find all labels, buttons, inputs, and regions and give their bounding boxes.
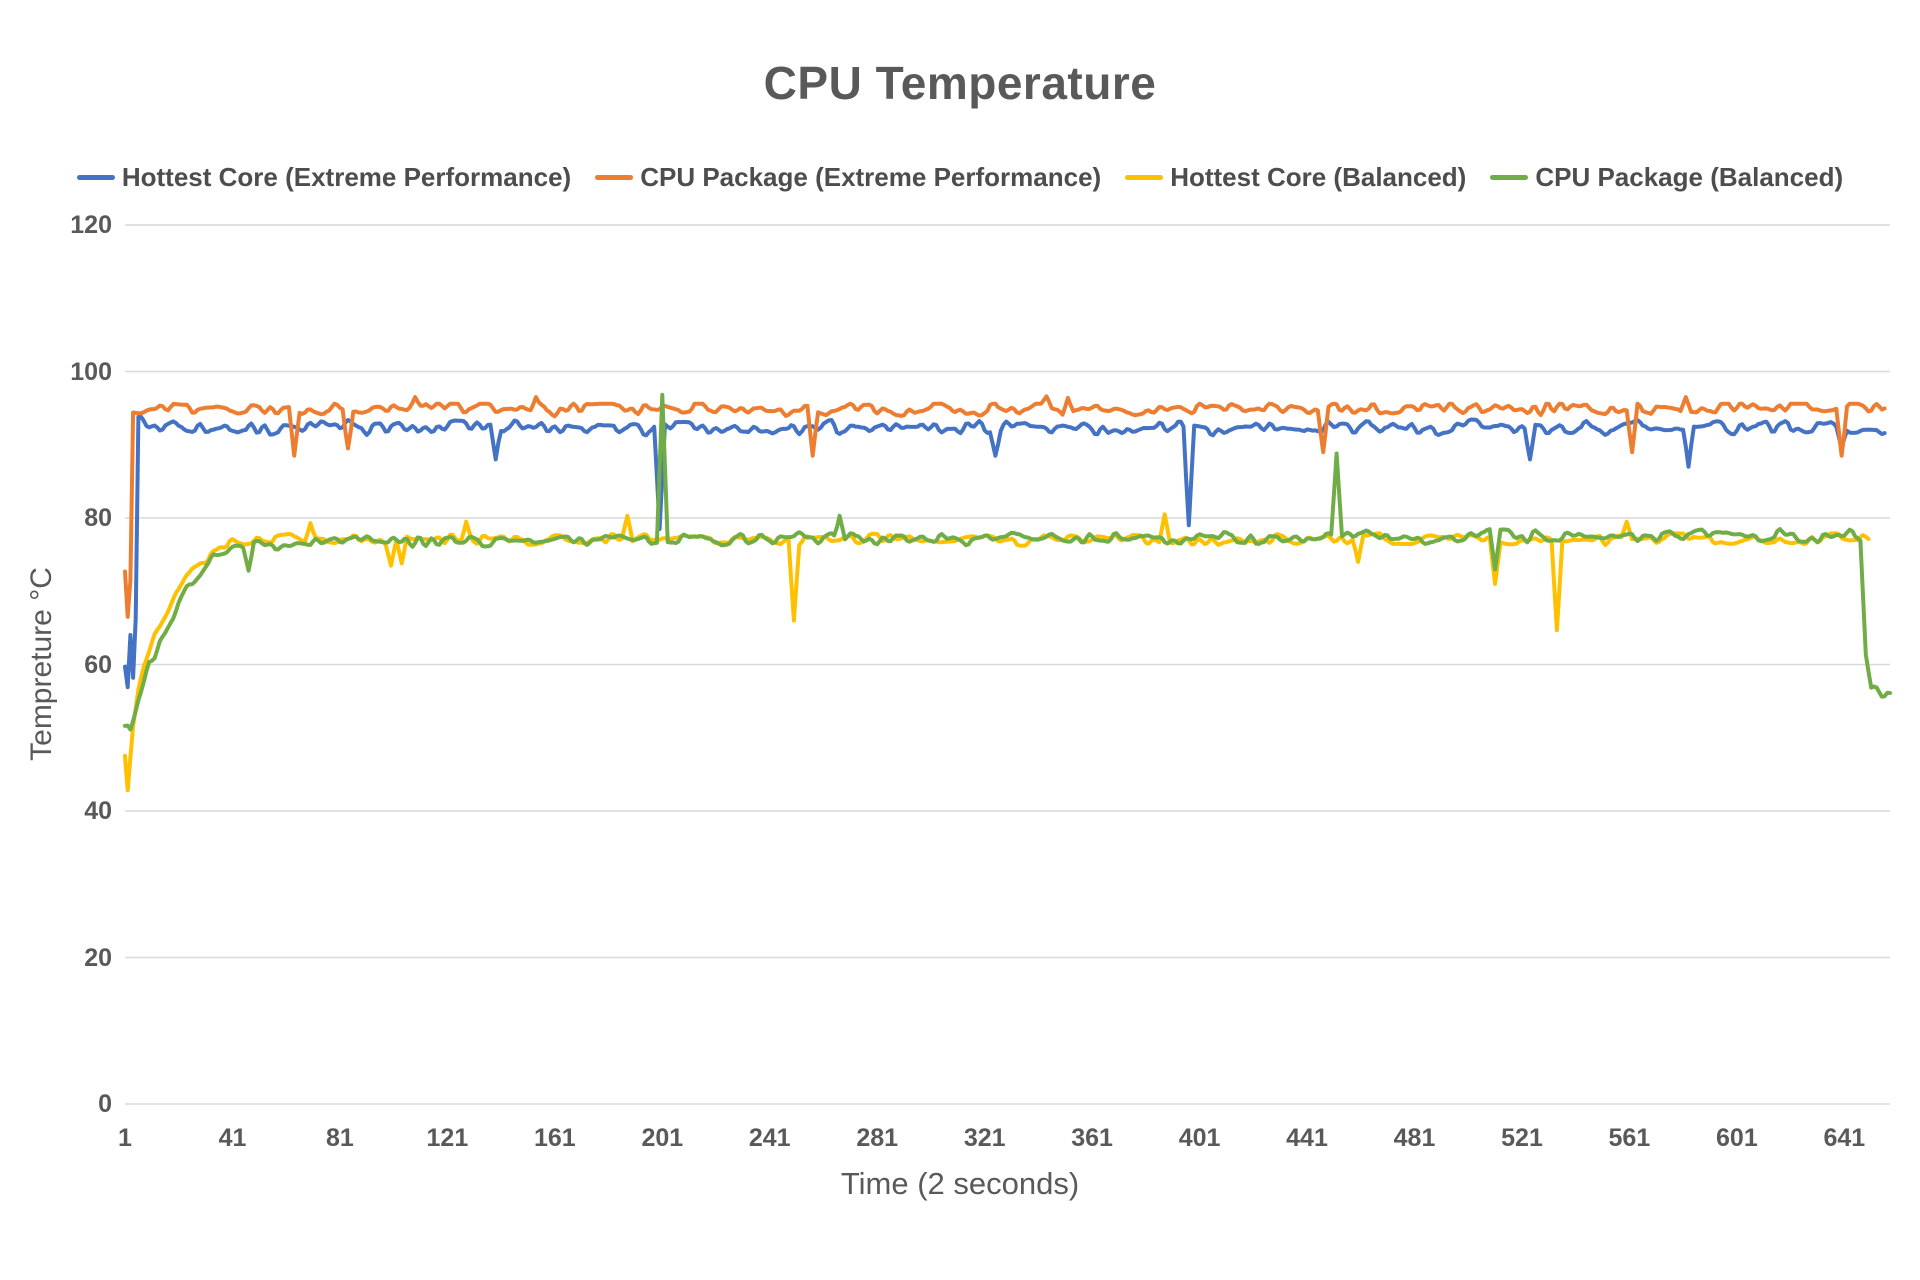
y-tick-label: 100	[70, 357, 112, 386]
legend-label: Hottest Core (Extreme Performance)	[121, 162, 572, 192]
series-line	[123, 414, 1887, 690]
x-tick-label: 321	[963, 1124, 1006, 1152]
series-line	[123, 512, 1871, 793]
legend-item: CPU Package (Extreme Performance)	[595, 162, 1101, 193]
x-tick-label: 241	[748, 1124, 791, 1152]
legend-line-icon	[1125, 175, 1164, 180]
x-tick-label: 401	[1178, 1124, 1221, 1152]
x-tick-label: 1	[118, 1124, 132, 1152]
x-tick-label: 281	[856, 1124, 899, 1152]
chart-legend: Hottest Core (Extreme Performance) CPU Pa…	[0, 162, 1920, 193]
y-axis-title: Tempreture °C	[25, 567, 58, 761]
legend-item: Hottest Core (Extreme Performance)	[76, 162, 572, 193]
x-tick-label: 201	[641, 1124, 684, 1152]
x-tick-label: 521	[1501, 1124, 1543, 1152]
y-tick-label: 120	[70, 211, 112, 239]
x-tick-label: 641	[1823, 1124, 1866, 1152]
series-line	[123, 394, 1887, 619]
x-tick-label: 481	[1393, 1124, 1436, 1152]
legend-label: CPU Package (Balanced)	[1535, 162, 1844, 192]
legend-label: CPU Package (Extreme Performance)	[640, 162, 1102, 192]
legend-item: Hottest Core (Balanced)	[1125, 162, 1466, 193]
gridlines-layer	[125, 224, 1890, 1105]
series-line	[123, 392, 1892, 732]
x-tick-label: 561	[1608, 1124, 1651, 1152]
x-tick-label: 81	[325, 1124, 354, 1152]
x-tick-label: 41	[218, 1124, 247, 1152]
legend-line-icon	[1490, 175, 1529, 180]
legend-label: Hottest Core (Balanced)	[1170, 162, 1467, 192]
y-tick-label: 80	[84, 504, 112, 532]
y-tick-label: 60	[84, 650, 112, 679]
y-tick-label: 20	[84, 943, 112, 972]
legend-line-icon	[76, 175, 115, 180]
x-tick-label: 601	[1716, 1124, 1758, 1152]
legend-item: CPU Package (Balanced)	[1490, 162, 1843, 193]
x-tick-label: 121	[426, 1124, 469, 1152]
x-tick-label: 361	[1071, 1124, 1113, 1152]
series-layer	[123, 392, 1892, 793]
y-tick-label: 40	[84, 797, 112, 825]
y-tick-label: 0	[98, 1090, 112, 1118]
chart-title: CPU Temperature	[763, 57, 1157, 109]
x-tick-label: 161	[533, 1124, 576, 1152]
x-tick-label: 441	[1286, 1124, 1328, 1152]
x-axis-title: Time (2 seconds)	[840, 1166, 1080, 1201]
legend-line-icon	[595, 175, 634, 180]
